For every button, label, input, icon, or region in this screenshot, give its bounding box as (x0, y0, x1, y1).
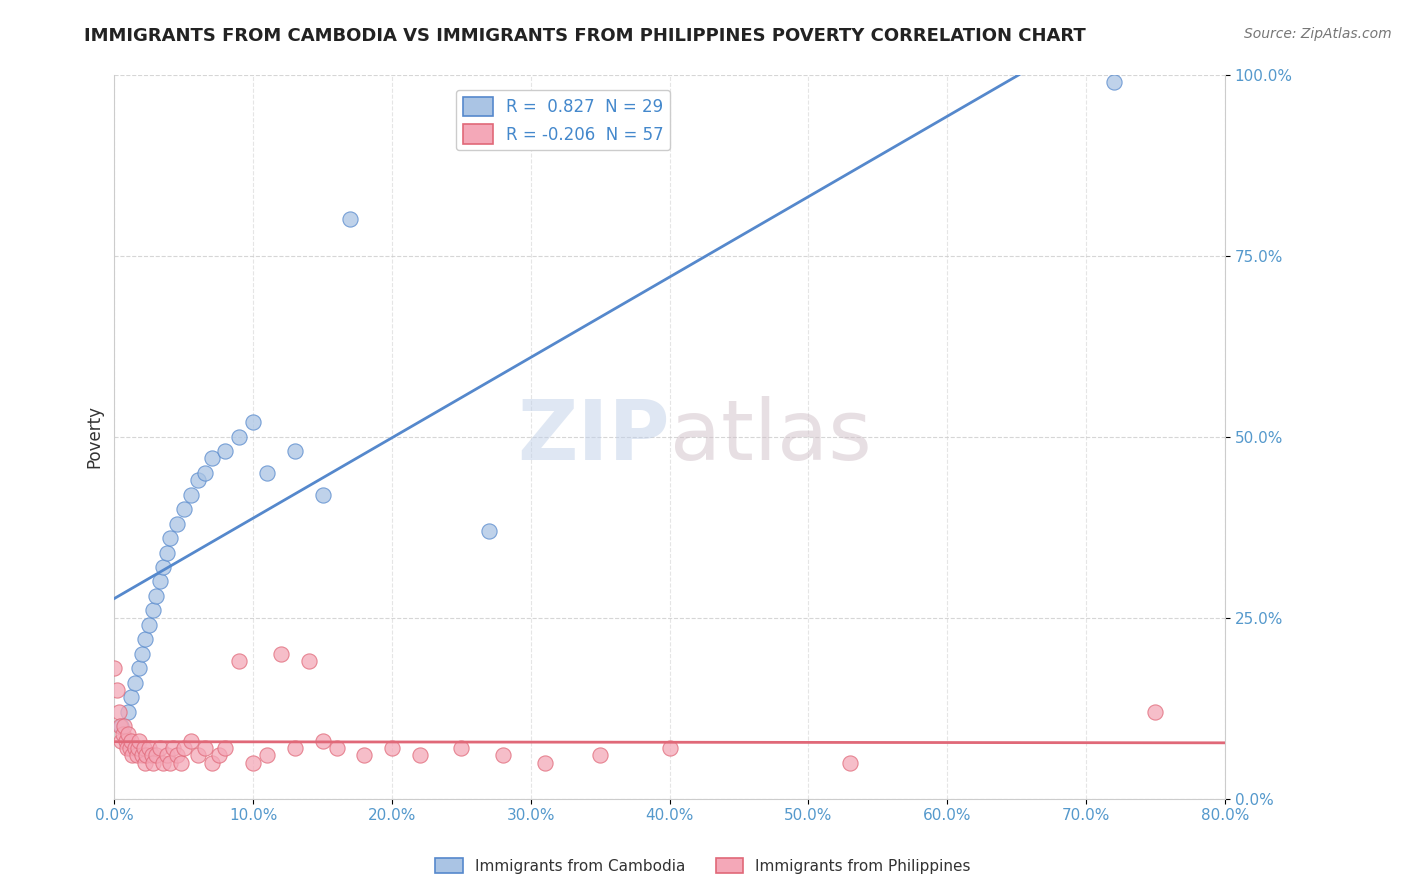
Point (339, 212, 361, 227)
Point (658, 741, 681, 756)
Point (115, 741, 138, 756)
Text: ZIP: ZIP (517, 396, 669, 477)
Point (134, 756, 156, 770)
Point (311, 487, 333, 501)
Point (228, 654, 250, 668)
Point (135, 748, 157, 763)
Point (325, 741, 347, 756)
Point (381, 741, 404, 756)
Point (166, 516, 188, 531)
Point (156, 545, 179, 559)
Point (170, 756, 193, 770)
Point (121, 748, 143, 763)
Point (138, 618, 160, 632)
Text: Source: ZipAtlas.com: Source: ZipAtlas.com (1244, 27, 1392, 41)
Point (159, 531, 181, 545)
Point (117, 705, 139, 719)
Point (149, 574, 172, 589)
Point (134, 632, 156, 647)
Point (228, 430, 250, 444)
Point (1144, 705, 1167, 719)
Point (110, 719, 132, 733)
Point (142, 756, 165, 770)
Point (112, 719, 135, 733)
Legend: Immigrants from Cambodia, Immigrants from Philippines: Immigrants from Cambodia, Immigrants fro… (429, 852, 977, 880)
Legend: R =  0.827  N = 29, R = -0.206  N = 57: R = 0.827 N = 29, R = -0.206 N = 57 (456, 90, 671, 150)
Point (149, 741, 172, 756)
Point (108, 719, 131, 733)
Point (298, 654, 321, 668)
Point (127, 741, 149, 756)
Point (214, 444, 236, 458)
Point (478, 524, 501, 538)
Point (256, 466, 278, 480)
Point (1102, 75, 1125, 89)
Point (125, 748, 148, 763)
Point (173, 741, 195, 756)
Point (124, 676, 146, 690)
Point (107, 705, 129, 719)
Point (589, 748, 612, 763)
Y-axis label: Poverty: Poverty (86, 405, 103, 468)
Point (128, 734, 150, 748)
Text: atlas: atlas (669, 396, 872, 477)
Point (180, 487, 202, 501)
Point (103, 661, 125, 675)
Point (533, 756, 555, 770)
Point (159, 756, 181, 770)
Point (353, 748, 375, 763)
Point (180, 734, 202, 748)
Point (173, 502, 195, 516)
Point (242, 756, 264, 770)
Point (111, 726, 134, 740)
Point (187, 473, 209, 487)
Point (200, 756, 222, 770)
Point (131, 748, 153, 763)
Point (492, 748, 515, 763)
Point (162, 741, 184, 756)
Point (120, 734, 142, 748)
Point (132, 741, 155, 756)
Point (152, 560, 174, 574)
Point (256, 748, 278, 763)
Point (128, 661, 150, 675)
Point (120, 690, 142, 705)
Point (145, 589, 167, 603)
Point (200, 451, 222, 466)
Point (138, 741, 160, 756)
Point (152, 756, 174, 770)
Point (187, 748, 209, 763)
Point (131, 647, 153, 661)
Point (311, 734, 333, 748)
Point (409, 748, 432, 763)
Point (207, 748, 229, 763)
Point (194, 466, 217, 480)
Point (156, 748, 179, 763)
Point (270, 647, 292, 661)
Point (114, 734, 136, 748)
Point (284, 444, 307, 458)
Point (839, 756, 862, 770)
Point (117, 726, 139, 740)
Point (105, 683, 128, 698)
Point (242, 415, 264, 429)
Point (118, 741, 141, 756)
Point (110, 734, 132, 748)
Point (284, 741, 307, 756)
Point (145, 748, 167, 763)
Point (166, 748, 188, 763)
Point (450, 741, 472, 756)
Point (214, 741, 236, 756)
Point (141, 748, 163, 763)
Point (142, 603, 165, 617)
Point (194, 741, 217, 756)
Text: IMMIGRANTS FROM CAMBODIA VS IMMIGRANTS FROM PHILIPPINES POVERTY CORRELATION CHAR: IMMIGRANTS FROM CAMBODIA VS IMMIGRANTS F… (84, 27, 1085, 45)
Point (124, 741, 146, 756)
